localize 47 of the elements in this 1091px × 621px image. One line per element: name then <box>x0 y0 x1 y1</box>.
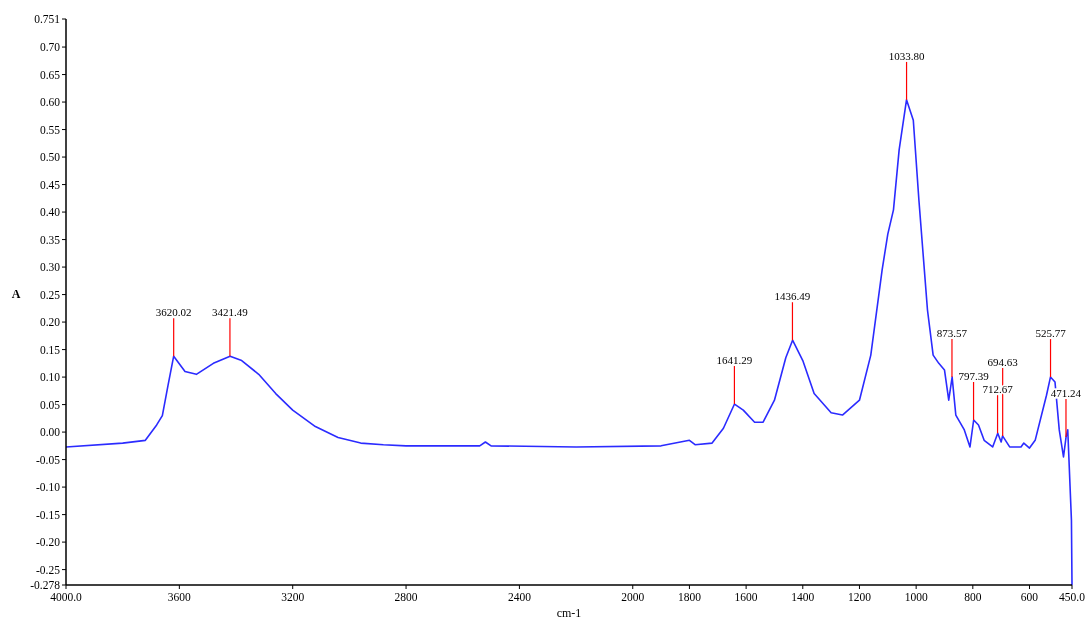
y-tick-label: 0.05 <box>39 398 61 411</box>
x-tick-label: 2000 <box>621 591 645 603</box>
y-tick-label: 0.50 <box>39 151 61 164</box>
annotation: 3620.02 <box>155 306 192 319</box>
x-tick-label: 600 <box>1020 591 1039 603</box>
y-tick-label: -0.20 <box>36 536 61 549</box>
x-tick-label: 1800 <box>677 591 702 603</box>
y-tick-label: 0.70 <box>39 41 61 54</box>
annotation: 1641.29 <box>716 354 753 367</box>
x-tick-label: 4000.0 <box>50 591 83 603</box>
y-tick-label: 0.00 <box>39 426 61 439</box>
y-tick-label: 0.60 <box>39 96 61 109</box>
y-tick-label: -0.278 <box>30 579 61 592</box>
x-tick-label: 2800 <box>394 591 418 603</box>
y-tick-label: 0.45 <box>39 178 61 191</box>
annotation: 1436.49 <box>774 290 811 303</box>
annotation: 3421.49 <box>212 306 249 319</box>
y-tick-label: -0.15 <box>36 508 61 521</box>
y-axis-title: A <box>11 287 21 301</box>
y-tick-label: 0.55 <box>39 123 61 136</box>
y-tick-label: -0.10 <box>36 481 61 494</box>
y-tick-label: -0.25 <box>36 563 61 576</box>
y-tick-label: -0.05 <box>36 453 61 466</box>
x-tick-label: 2400 <box>507 591 532 603</box>
x-axis-title: cm-1 <box>556 606 582 620</box>
x-tick-label: 1200 <box>847 591 872 603</box>
y-tick-label: 0.35 <box>39 233 61 246</box>
y-tick-label: 0.20 <box>39 316 61 329</box>
annotation: 694.63 <box>987 355 1019 368</box>
y-tick-label: 0.10 <box>39 371 61 384</box>
x-tick-label: 3200 <box>281 591 305 603</box>
y-tick-label: 0.65 <box>39 68 61 81</box>
x-tick-label: 1600 <box>734 591 758 603</box>
x-tick-label: 3600 <box>167 591 192 603</box>
y-tick-label: 0.751 <box>34 13 61 26</box>
y-tick-label: 0.15 <box>39 343 61 356</box>
y-tick-label: 0.40 <box>39 206 61 219</box>
x-tick-label: 1400 <box>791 591 815 603</box>
annotation: 1033.80 <box>888 49 925 62</box>
x-tick-label: 1000 <box>904 591 928 603</box>
x-tick-label: 450.0 <box>1059 591 1086 603</box>
x-tick-label: 800 <box>964 591 982 603</box>
y-tick-label: 0.30 <box>39 261 61 274</box>
annotation: 797.39 <box>958 369 990 382</box>
annotation: 525.77 <box>1035 327 1067 340</box>
y-tick-label: 0.25 <box>39 288 61 301</box>
annotation: 873.57 <box>936 327 968 340</box>
